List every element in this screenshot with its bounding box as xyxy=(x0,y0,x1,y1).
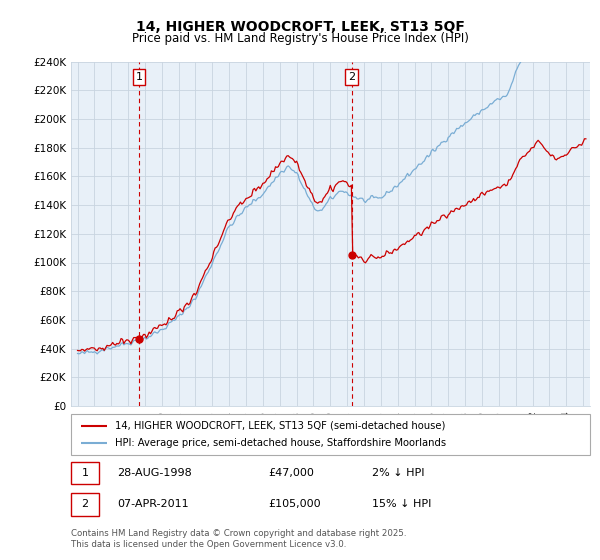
Text: 1: 1 xyxy=(136,72,143,82)
Text: 2: 2 xyxy=(348,72,355,82)
Text: 2: 2 xyxy=(82,500,89,510)
Text: £105,000: £105,000 xyxy=(268,500,320,510)
Text: 15% ↓ HPI: 15% ↓ HPI xyxy=(372,500,431,510)
Text: 1: 1 xyxy=(82,468,89,478)
Text: 2% ↓ HPI: 2% ↓ HPI xyxy=(372,468,424,478)
Text: £47,000: £47,000 xyxy=(268,468,314,478)
Bar xyxy=(71,493,100,516)
Text: 14, HIGHER WOODCROFT, LEEK, ST13 5QF (semi-detached house): 14, HIGHER WOODCROFT, LEEK, ST13 5QF (se… xyxy=(115,421,445,431)
Text: 14, HIGHER WOODCROFT, LEEK, ST13 5QF: 14, HIGHER WOODCROFT, LEEK, ST13 5QF xyxy=(136,20,464,34)
Text: Price paid vs. HM Land Registry's House Price Index (HPI): Price paid vs. HM Land Registry's House … xyxy=(131,32,469,45)
Text: 28-AUG-1998: 28-AUG-1998 xyxy=(118,468,192,478)
Text: Contains HM Land Registry data © Crown copyright and database right 2025.
This d: Contains HM Land Registry data © Crown c… xyxy=(71,529,406,549)
Text: 07-APR-2011: 07-APR-2011 xyxy=(118,500,189,510)
Text: HPI: Average price, semi-detached house, Staffordshire Moorlands: HPI: Average price, semi-detached house,… xyxy=(115,438,446,449)
Bar xyxy=(71,461,100,484)
